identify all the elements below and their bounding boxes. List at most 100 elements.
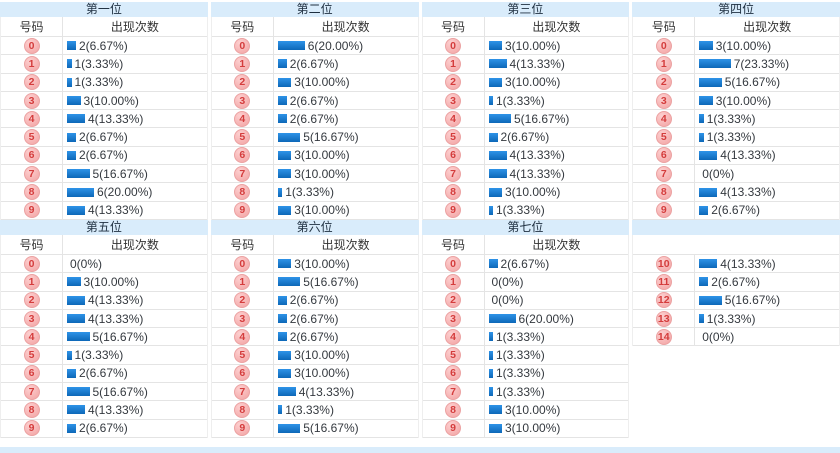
table-row: 1 4(13.33%) <box>422 55 629 74</box>
number-badge: 3 <box>445 92 461 109</box>
count-cell: 3(10.00%) <box>485 74 629 91</box>
count-label: 5(16.67%) <box>724 75 781 90</box>
count-cell: 4(13.33%) <box>695 147 839 164</box>
count-label: 3(10.00%) <box>505 75 561 90</box>
count-cell: 1(3.33%) <box>485 202 629 219</box>
frequency-bar <box>488 132 498 142</box>
frequency-bar <box>488 41 502 51</box>
number-cell: 3 <box>1 91 63 110</box>
number-badge: 10 <box>655 255 672 272</box>
number-cell: 4 <box>1 110 63 128</box>
number-badge: 1 <box>445 273 461 290</box>
count-cell: 3(10.00%) <box>485 420 629 437</box>
count-cell: 6(20.00%) <box>274 37 418 54</box>
panel-body: 10 4(13.33%) 11 2(6.67%) 12 5(16.67%) 13 1(3.33… <box>632 234 840 347</box>
number-cell: 4 <box>1 328 63 346</box>
number-cell: 7 <box>212 165 274 183</box>
number-badge: 3 <box>655 92 672 109</box>
column-header-row: 号码 出现次数 <box>1 234 207 255</box>
table-row: 5 1(3.33%) <box>1 346 207 365</box>
number-badge: 14 <box>655 328 672 345</box>
table-row: 8 1(3.33%) <box>211 401 418 420</box>
count-label: 5(16.67%) <box>92 329 148 344</box>
table-row: 5 5(16.67%) <box>211 128 418 147</box>
count-cell: 5(16.67%) <box>274 128 418 145</box>
number-cell: 3 <box>212 309 274 328</box>
count-cell: 1(3.33%) <box>485 365 629 382</box>
number-cell: 9 <box>212 201 274 219</box>
number-badge: 7 <box>445 165 461 182</box>
frequency-bar <box>67 96 81 106</box>
number-cell: 3 <box>633 91 696 110</box>
frequency-bar <box>488 405 502 415</box>
number-cell: 6 <box>212 364 274 383</box>
number-badge: 1 <box>234 55 251 72</box>
count-label: 4(13.33%) <box>88 111 144 126</box>
count-label: 4(13.33%) <box>88 402 144 417</box>
number-cell: 9 <box>633 201 696 219</box>
table-row: 7 0(0%) <box>633 165 839 184</box>
number-badge: 2 <box>234 292 251 309</box>
number-badge: 8 <box>655 184 672 201</box>
number-badge: 0 <box>234 255 251 272</box>
count-label: 4(13.33%) <box>88 293 144 308</box>
count-cell: 2(6.67%) <box>485 128 629 145</box>
frequency-bar <box>699 314 704 323</box>
frequency-bar <box>277 132 301 142</box>
count-cell: 4(13.33%) <box>63 292 207 309</box>
number-cell: 8 <box>1 401 63 419</box>
frequency-bar <box>699 59 731 69</box>
number-cell: 7 <box>212 383 274 401</box>
frequency-bar <box>699 41 713 51</box>
count-label: 6(20.00%) <box>518 311 574 326</box>
table-row: 2 3(10.00%) <box>211 73 418 92</box>
count-label: 5(16.67%) <box>514 111 570 126</box>
number-cell: 6 <box>212 146 274 165</box>
frequency-bar <box>277 150 292 160</box>
number-cell: 8 <box>212 183 274 201</box>
count-cell: 6(20.00%) <box>63 183 207 200</box>
column-header-row: 号码 出现次数 <box>211 17 418 37</box>
frequency-bar <box>699 295 722 305</box>
frequency-bar <box>277 77 292 87</box>
table-row: 3 2(6.67%) <box>211 309 418 329</box>
number-badge: 9 <box>655 202 672 219</box>
number-badge: 7 <box>234 165 251 182</box>
count-label: 1(3.33%) <box>706 311 756 326</box>
frequency-bar <box>67 295 85 305</box>
count-cell: 2(6.67%) <box>485 255 629 272</box>
table-row: 8 4(13.33%) <box>1 401 207 420</box>
table-row: 2 4(13.33%) <box>1 291 207 310</box>
column-header-number: 号码 <box>212 17 274 36</box>
number-badge: 9 <box>23 420 40 437</box>
panel-body: 号码 出现次数 0 3(10.00%) 1 7(23.33%) 2 5(16.67%) 3 3(1… <box>632 17 840 220</box>
number-badge: 4 <box>445 110 461 127</box>
number-badge: 0 <box>655 37 672 54</box>
count-cell: 4(13.33%) <box>485 147 629 164</box>
frequency-bar <box>67 205 85 215</box>
table-row: 7 5(16.67%) <box>1 165 207 184</box>
count-cell: 1(3.33%) <box>485 328 629 345</box>
frequency-bar <box>277 350 292 360</box>
table-row: 12 5(16.67%) <box>633 291 839 310</box>
table-row: 6 2(6.67%) <box>1 364 207 384</box>
table-row: 7 4(13.33%) <box>211 383 418 402</box>
panel-title: 第七位 <box>421 219 630 235</box>
count-cell: 1(3.33%) <box>695 128 839 145</box>
count-cell: 5(16.67%) <box>695 292 839 309</box>
frequency-bar <box>277 277 301 287</box>
number-cell: 8 <box>1 183 63 201</box>
count-label: 1(3.33%) <box>285 185 334 200</box>
count-cell: 1(3.33%) <box>274 401 418 418</box>
number-badge: 9 <box>234 420 251 437</box>
table-row: 3 6(20.00%) <box>422 309 629 329</box>
frequency-bar <box>67 132 76 142</box>
count-cell: 5(16.67%) <box>274 420 418 437</box>
position-panel-7: 第七位 号码 出现次数 0 2(6.67%) 1 0(0%) 2 0(0%) 3 6(20.00%)… <box>421 219 630 438</box>
number-badge: 6 <box>234 365 251 382</box>
number-badge: 2 <box>23 292 40 309</box>
table-row: 0 3(10.00%) <box>633 37 839 56</box>
count-cell: 4(13.33%) <box>274 383 418 400</box>
count-label: 3(10.00%) <box>294 256 350 271</box>
number-badge: 2 <box>234 74 251 91</box>
